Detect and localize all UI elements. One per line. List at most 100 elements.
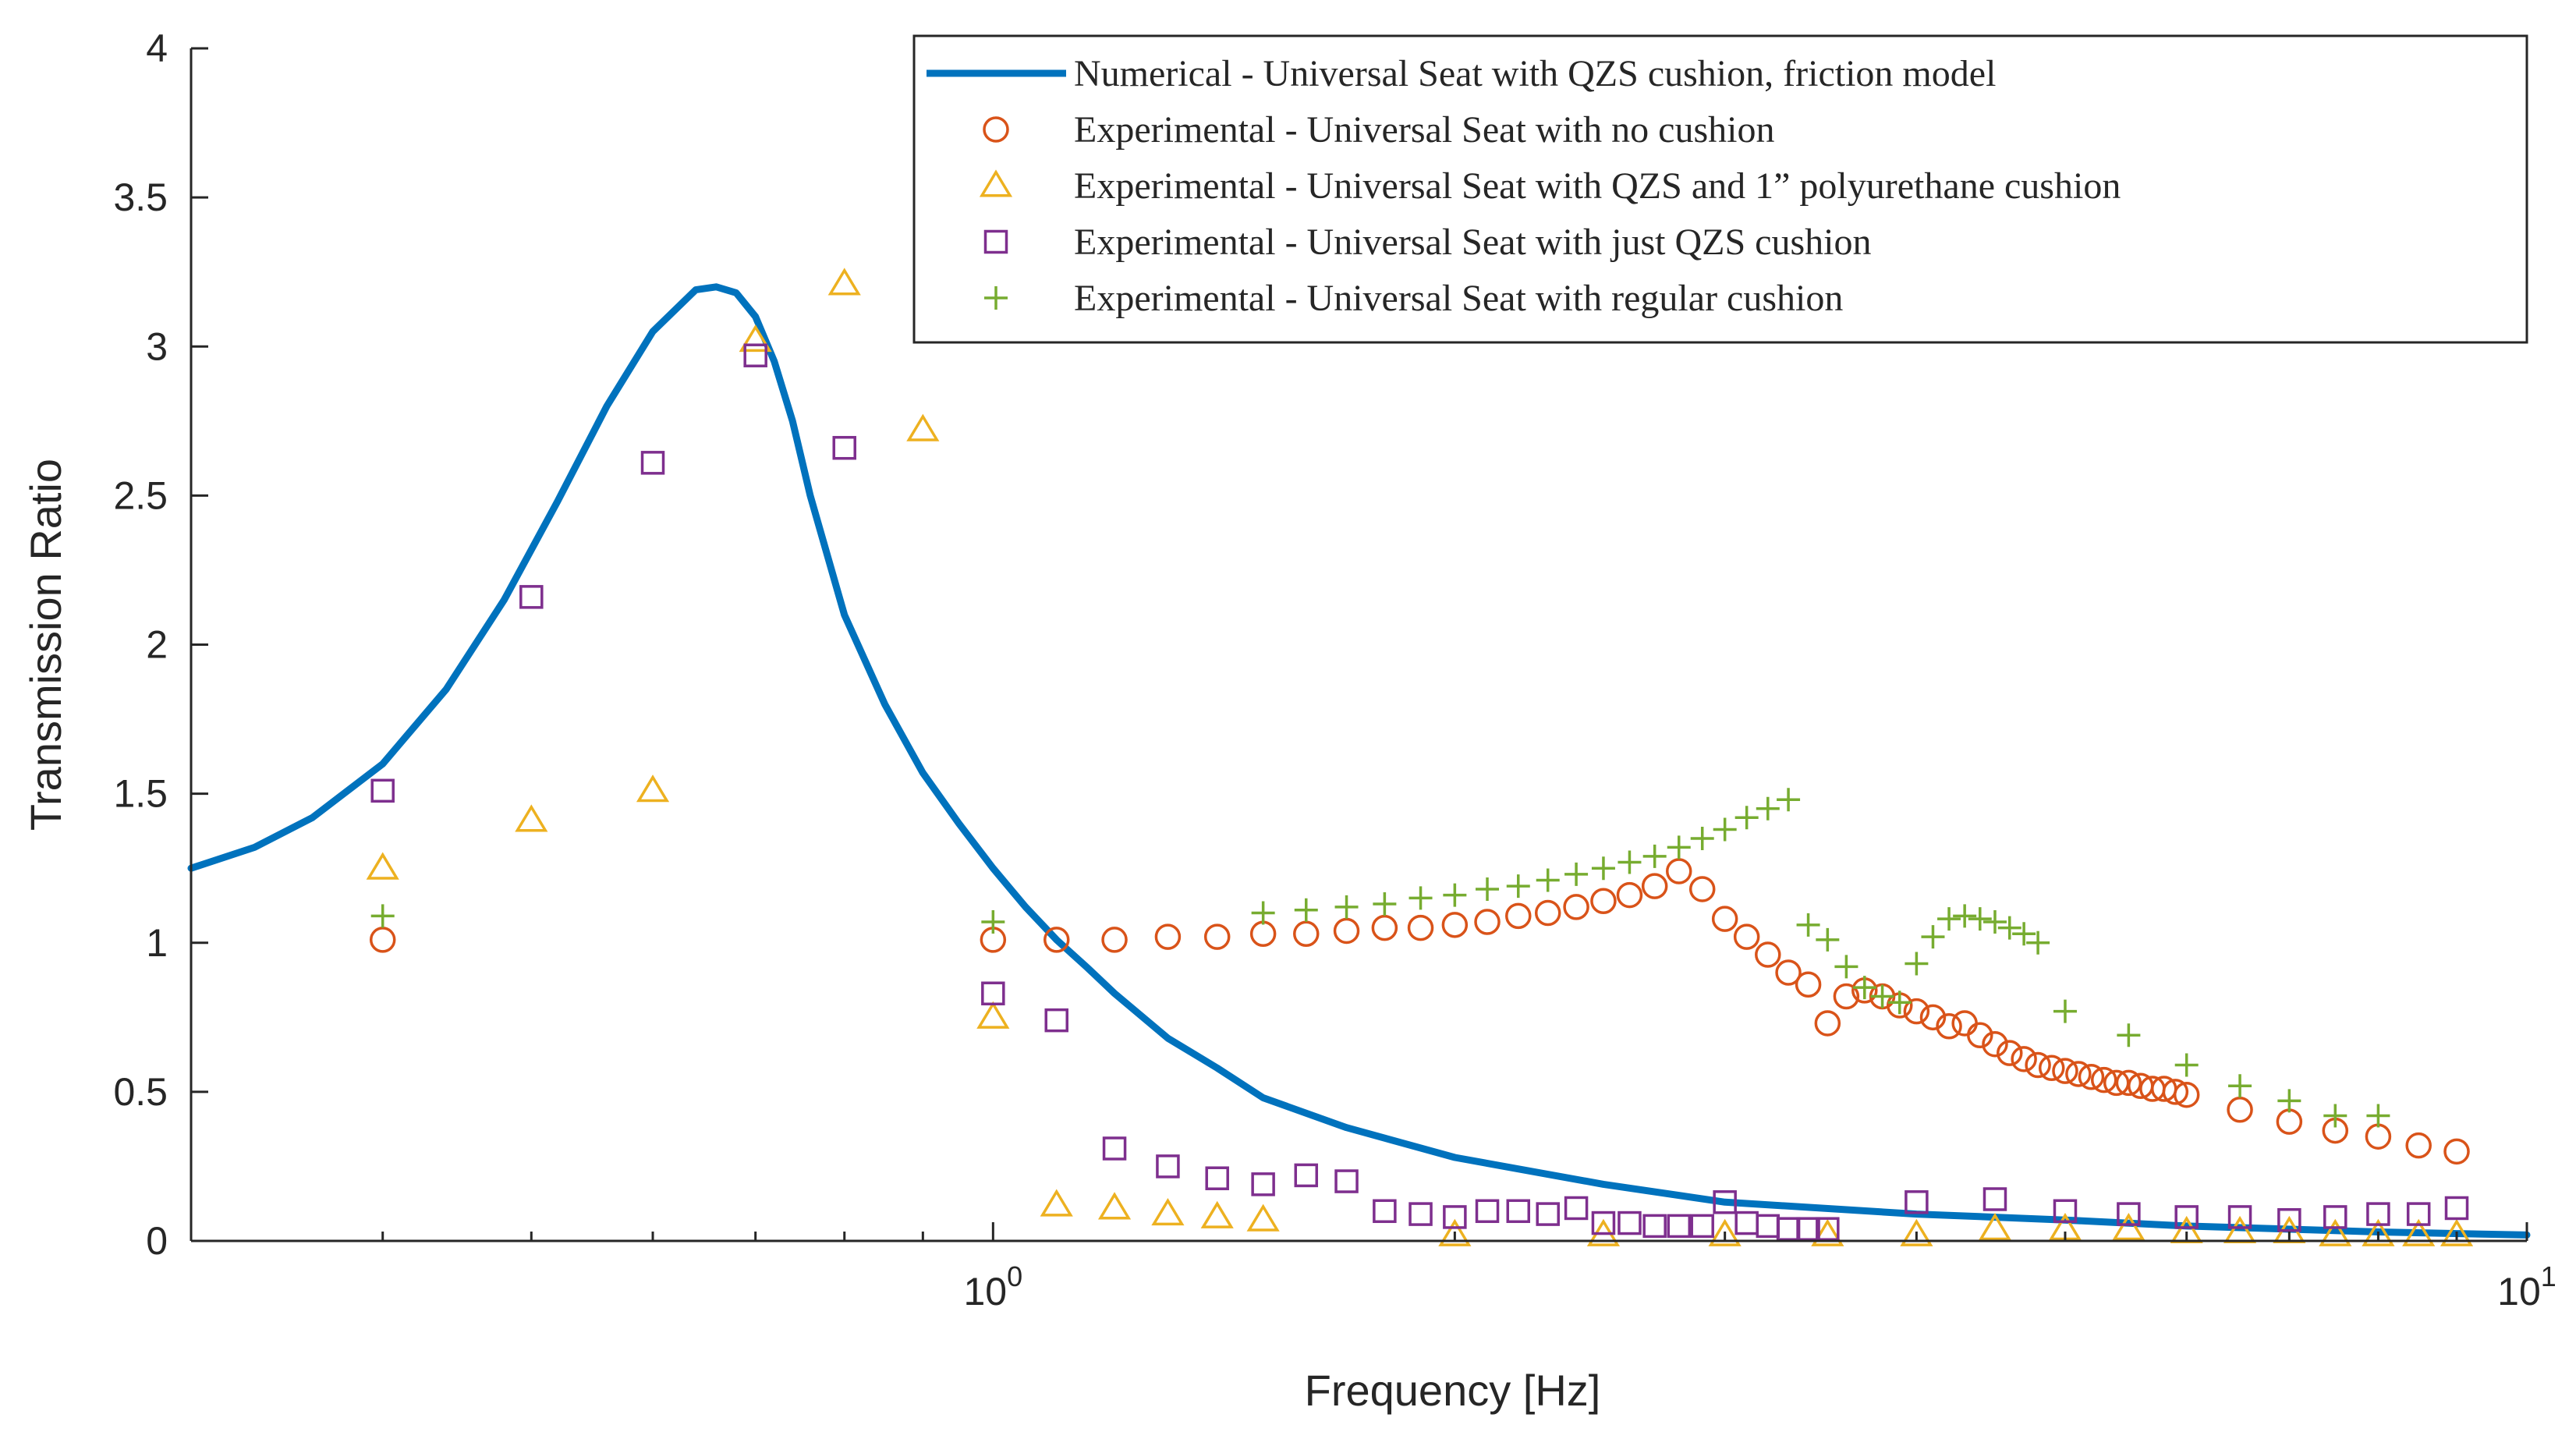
data-point-circle	[1814, 1010, 1841, 1037]
data-point-square	[2117, 1202, 2141, 1226]
data-point-circle	[1903, 998, 1930, 1025]
legend-marker-square	[983, 229, 1008, 254]
data-point-plus	[1618, 850, 1642, 874]
y-tick-label: 0.5	[113, 1070, 168, 1114]
legend-entry-label: Experimental - Universal Seat with no cu…	[1074, 109, 1774, 151]
data-point-plus	[1982, 909, 2007, 934]
data-point-square	[370, 778, 395, 803]
data-point-circle	[1616, 881, 1643, 909]
data-point-square	[1102, 1136, 1127, 1161]
data-point-triangle	[2402, 1218, 2436, 1246]
data-point-circle	[2115, 1069, 2142, 1097]
axes: 0 0.5 1 1.5 2 2.5 3 3.5 4 100 101 Frequency [Hz] Tra…	[21, 27, 2557, 1415]
data-point-circle	[1733, 923, 1760, 950]
data-point-circle	[1441, 912, 1469, 938]
data-point-plus	[1734, 806, 1759, 830]
x-axis-title: Frequency [Hz]	[1305, 1366, 1601, 1415]
data-point-triangle	[1708, 1218, 1742, 1246]
data-point-square	[1690, 1214, 1714, 1239]
data-point-plus	[981, 909, 1005, 934]
data-point-plus	[1953, 904, 1977, 928]
data-point-plus	[1408, 886, 1433, 910]
data-point-circle	[1967, 1022, 1993, 1048]
data-point-square	[1713, 1190, 1737, 1214]
data-point-plus	[1870, 984, 1894, 1008]
y-tick-label: 1	[146, 921, 168, 965]
data-point-circle	[1563, 894, 1589, 920]
data-point-square	[2366, 1202, 2390, 1226]
data-point-square	[1796, 1217, 1820, 1241]
data-point-square	[1044, 1008, 1068, 1033]
data-point-circle	[2173, 1081, 2200, 1108]
data-point-square	[1816, 1217, 1840, 1241]
data-point-plus	[1937, 907, 1961, 931]
y-tick-label: 1.5	[113, 772, 168, 816]
x-tick-label: 100	[964, 1260, 1023, 1313]
data-point-circle	[1534, 899, 1561, 927]
data-point-circle	[1101, 927, 1128, 953]
data-point-circle	[2227, 1097, 2253, 1123]
data-point-plus	[2026, 930, 2050, 955]
data-point-square	[1156, 1154, 1180, 1179]
data-point-square	[1294, 1163, 1319, 1188]
data-point-circle	[1590, 888, 1617, 914]
y-tick-label: 3.5	[113, 175, 168, 219]
data-point-plus	[1921, 925, 1945, 949]
data-point-plus	[1536, 868, 1560, 892]
data-point-plus	[1667, 835, 1691, 860]
data-point-plus	[1690, 826, 1714, 850]
data-point-square	[1642, 1214, 1667, 1239]
data-point-plus	[2366, 1104, 2390, 1128]
data-point-circle	[1407, 914, 1434, 941]
data-point-square	[2227, 1205, 2252, 1229]
data-point-triangle	[827, 268, 861, 296]
data-point-plus	[2323, 1104, 2347, 1128]
data-point-triangle	[636, 774, 670, 803]
legend-marker-triangle	[979, 169, 1013, 197]
data-point-circle	[1711, 906, 1738, 932]
data-point-circle	[2090, 1066, 2117, 1093]
data-point-plus	[1591, 856, 1615, 881]
data-point-triangle	[2112, 1213, 2145, 1241]
data-point-circle	[2025, 1051, 2051, 1079]
data-point-square	[2053, 1199, 2078, 1224]
legend: Numerical - Universal Seat with QZS cush…	[912, 34, 2528, 344]
data-point-triangle	[739, 324, 772, 353]
legend-entry-label: Numerical - Universal Seat with QZS cush…	[1074, 53, 1996, 94]
series-4	[370, 788, 2390, 1128]
data-point-circle	[2405, 1132, 2432, 1159]
data-point-square	[2323, 1205, 2347, 1229]
data-point-plus	[1443, 883, 1467, 907]
data-point-plus	[1852, 976, 1876, 1000]
data-point-square	[1536, 1202, 1560, 1226]
data-point-plus	[1506, 874, 1530, 899]
data-point-square	[1591, 1210, 1616, 1235]
data-point-square	[2406, 1202, 2431, 1226]
data-point-square	[832, 435, 856, 460]
data-point-plus	[370, 904, 395, 928]
data-point-square	[743, 343, 767, 367]
data-point-plus	[2174, 1053, 2199, 1077]
data-point-plus	[1294, 898, 1318, 922]
data-point-plus	[2228, 1074, 2252, 1098]
data-point-square	[2174, 1205, 2199, 1229]
series-0	[187, 283, 2531, 1239]
data-point-square	[519, 585, 544, 609]
data-point-circle	[369, 927, 396, 953]
data-point-square	[1408, 1202, 1433, 1226]
data-point-circle	[1997, 1040, 2023, 1066]
data-point-square	[1251, 1172, 1275, 1196]
data-point-plus	[1642, 844, 1667, 868]
y-tick-label: 4	[146, 27, 168, 70]
data-point-triangle	[906, 413, 940, 441]
data-point-plus	[1373, 892, 1397, 916]
x-tick-label: 101	[2497, 1260, 2557, 1313]
y-axis-title: Transmission Ratio	[21, 459, 70, 831]
data-point-plus	[1713, 817, 1737, 842]
y-tick-label: 3	[146, 324, 168, 368]
data-point-square	[1667, 1214, 1691, 1239]
series-line-numerical	[187, 283, 2531, 1239]
data-point-circle	[1919, 1004, 1947, 1031]
data-point-circle	[1775, 959, 1802, 986]
